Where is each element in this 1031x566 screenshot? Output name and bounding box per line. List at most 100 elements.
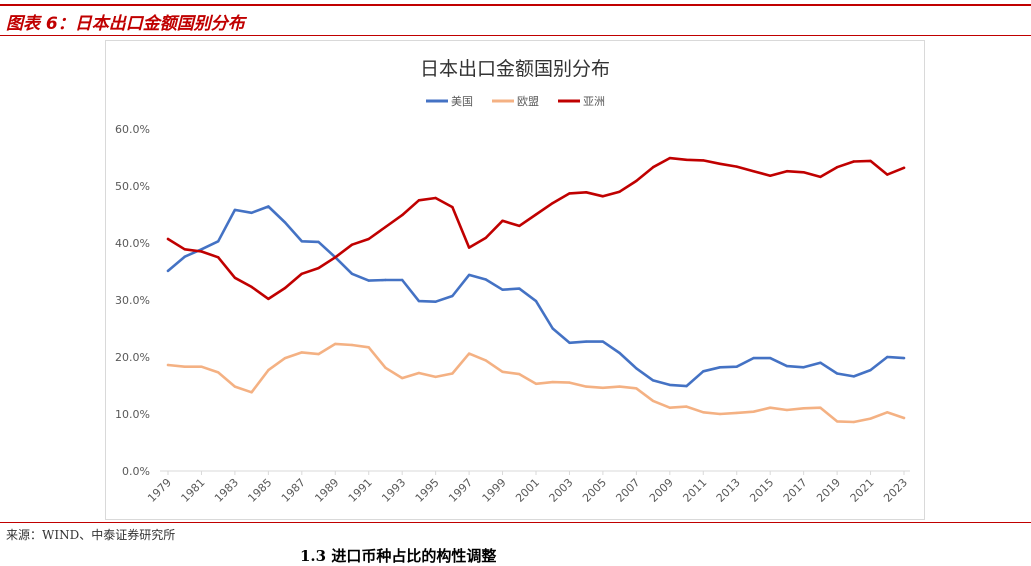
data-point (451, 205, 454, 209)
x-tick-label: 2019 (814, 476, 843, 505)
data-point (267, 205, 270, 208)
data-point (886, 411, 889, 414)
series-美国 (166, 205, 906, 388)
data-point (518, 224, 521, 228)
x-tick-label: 1979 (145, 476, 174, 505)
data-point (367, 346, 370, 349)
y-tick-label: 60.0% (115, 123, 150, 136)
series-亚洲 (166, 156, 906, 301)
data-point (601, 195, 605, 198)
y-tick-label: 0.0% (122, 465, 150, 478)
data-point (317, 240, 320, 244)
data-point (401, 278, 404, 282)
data-point (568, 341, 571, 344)
data-point (166, 363, 170, 367)
data-point (384, 366, 387, 369)
x-tick-label: 1981 (179, 476, 208, 505)
data-point (585, 385, 588, 388)
data-point (902, 166, 906, 169)
data-point (217, 240, 220, 243)
data-point (568, 381, 571, 384)
data-point (685, 158, 688, 161)
data-point (501, 288, 504, 291)
data-point (601, 340, 605, 343)
data-point (869, 417, 872, 420)
legend-label: 欧盟 (517, 95, 539, 108)
legend-label: 亚洲 (583, 95, 605, 108)
data-point (886, 173, 889, 176)
y-axis: 0.0% 10.0% 20.0% 30.0% 40.0% 50.0% 60.0% (115, 123, 150, 478)
data-point (267, 368, 270, 372)
data-point (283, 221, 287, 224)
data-point (769, 406, 772, 409)
data-point (618, 351, 621, 355)
x-tick-label: 2005 (580, 476, 609, 505)
data-point (886, 355, 889, 359)
data-point (635, 367, 638, 370)
data-point (785, 364, 789, 368)
data-point (334, 256, 337, 259)
data-point (166, 237, 170, 241)
data-point (601, 386, 605, 389)
data-point (769, 356, 772, 360)
data-point (451, 372, 454, 375)
series-line (166, 156, 906, 301)
data-point (635, 179, 638, 183)
data-point (367, 279, 370, 282)
data-point (183, 255, 186, 258)
data-point (819, 175, 822, 179)
x-tick-label: 2015 (747, 476, 776, 505)
data-point (250, 391, 253, 394)
data-point (467, 273, 471, 277)
data-point (835, 166, 839, 169)
x-tick-label: 2011 (680, 476, 709, 505)
data-point (785, 170, 789, 173)
data-point (585, 191, 588, 194)
data-point (735, 411, 738, 415)
data-point (300, 240, 303, 243)
data-point (384, 278, 387, 282)
x-tick-label: 2007 (613, 476, 642, 505)
data-point (802, 407, 805, 410)
source-rule (0, 522, 1031, 523)
data-point (350, 343, 354, 347)
data-point (467, 246, 471, 249)
data-point (735, 365, 738, 368)
data-point (367, 237, 370, 241)
series-group (166, 156, 906, 424)
data-point (618, 190, 621, 193)
data-point (651, 399, 655, 403)
data-point (200, 248, 203, 251)
data-point (785, 408, 789, 412)
x-tick-label: 1983 (212, 476, 241, 505)
data-point (718, 366, 722, 369)
data-point (852, 420, 855, 424)
data-point (401, 376, 404, 380)
series-欧盟 (166, 342, 906, 424)
data-point (702, 159, 705, 162)
data-point (819, 361, 822, 364)
data-point (283, 356, 287, 360)
line-chart: 日本出口金额国别分布 美国 欧盟 亚洲 0.0% 10.0% 20.0% 30.0% 40.… (115, 58, 910, 505)
data-point (869, 159, 872, 163)
data-point (735, 165, 738, 168)
x-tick-label: 2003 (547, 476, 576, 505)
data-point (551, 380, 554, 384)
data-point (233, 276, 237, 279)
y-tick-label: 20.0% (115, 351, 150, 364)
data-point (802, 171, 805, 174)
y-tick-label: 40.0% (115, 237, 150, 250)
data-point (651, 166, 655, 169)
data-point (233, 208, 237, 212)
x-tick-label: 1991 (346, 476, 375, 505)
data-point (250, 285, 253, 289)
data-point (384, 225, 387, 229)
data-point (183, 365, 186, 368)
data-point (417, 371, 421, 375)
data-point (869, 368, 872, 372)
data-point (718, 412, 722, 416)
data-point (200, 250, 203, 253)
data-point (501, 219, 504, 222)
data-point (769, 174, 772, 177)
data-point (317, 266, 320, 270)
